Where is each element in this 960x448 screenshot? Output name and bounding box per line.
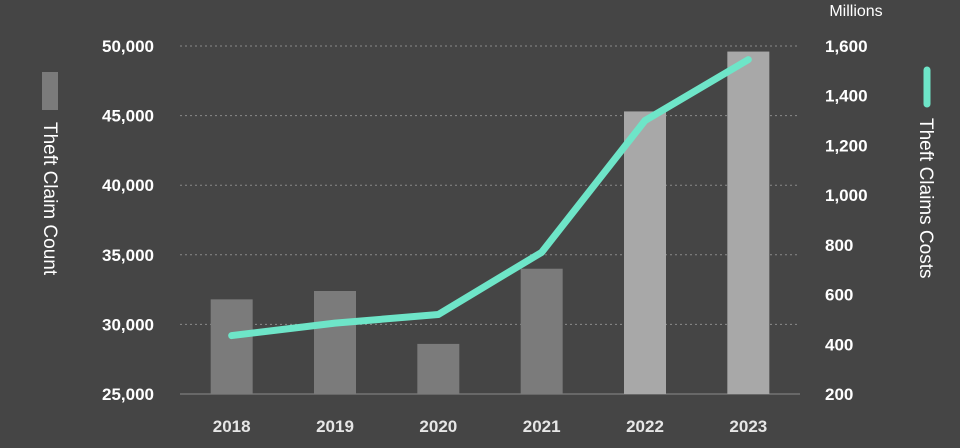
bar-2019 [314, 290, 356, 394]
left-tick-label: 30,000 [102, 315, 154, 334]
right-tick-label: 1,600 [825, 37, 868, 56]
right-tick-label: 1,200 [825, 136, 868, 155]
cost-point-2019 [334, 322, 336, 324]
x-tick-label: 2021 [523, 417, 561, 436]
cost-point-2018 [231, 335, 233, 337]
x-tick-label: 2019 [316, 417, 354, 436]
cost-point-2020 [437, 313, 439, 315]
right-tick-label: 1,400 [825, 87, 868, 106]
bars [210, 51, 770, 395]
gridlines [180, 45, 800, 395]
bar-2023 [727, 51, 770, 395]
right-tick-label: 400 [825, 335, 853, 354]
left-tick-label: 40,000 [102, 176, 154, 195]
cost-series-line [228, 56, 752, 340]
cost-point-2023 [747, 59, 749, 61]
x-tick-label: 2018 [213, 417, 251, 436]
left-tick-label: 50,000 [102, 37, 154, 56]
right-axis-ticks: 200 400 600 800 1,000 1,200 1,400 1,600 [825, 37, 868, 404]
left-tick-label: 45,000 [102, 107, 154, 126]
right-axis-unit: Millions [829, 3, 882, 20]
right-tick-label: 800 [825, 236, 853, 255]
bar-2022 [624, 111, 666, 394]
count-legend-swatch [42, 72, 58, 110]
cost-line [228, 56, 752, 340]
bar-2020 [417, 343, 460, 394]
right-tick-label: 600 [825, 286, 853, 305]
left-tick-label: 35,000 [102, 246, 154, 265]
cost-point-2021 [541, 251, 543, 253]
left-axis-ticks: 25,000 30,000 35,000 40,000 45,000 50,000 [102, 37, 154, 404]
left-tick-label: 25,000 [102, 385, 154, 404]
right-tick-label: 200 [825, 385, 853, 404]
x-axis-ticks: 2018 2019 2020 2021 2022 2023 [213, 417, 767, 436]
x-tick-label: 2022 [626, 417, 664, 436]
cost-point-2022 [644, 120, 646, 122]
right-axis-title: Theft Claims Costs [915, 118, 936, 278]
right-tick-label: 1,000 [825, 186, 868, 205]
left-axis-title: Theft Claim Count [39, 122, 60, 276]
bar-2021 [520, 268, 563, 394]
bar-2018 [210, 299, 253, 394]
x-tick-label: 2020 [419, 417, 457, 436]
x-tick-label: 2023 [729, 417, 767, 436]
